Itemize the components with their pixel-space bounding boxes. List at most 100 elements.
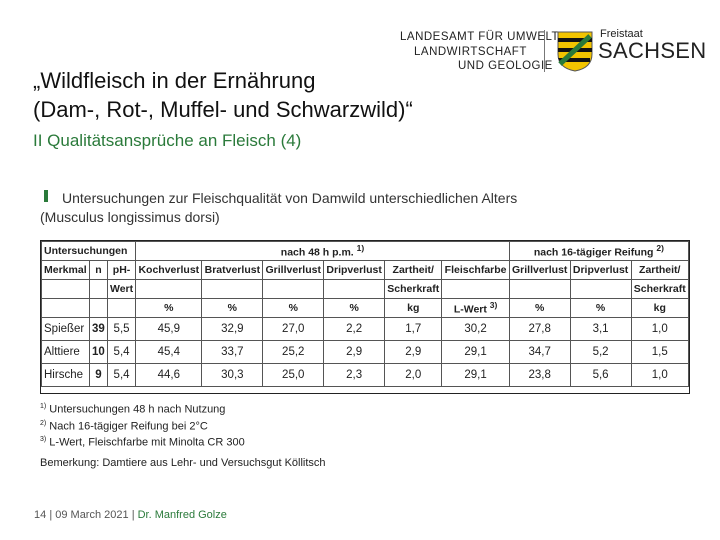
cell: 5,6	[569, 363, 632, 387]
lfulg-logo-text: LANDESAMT FÜR UMWELT, LANDWIRTSCHAFT UND…	[400, 30, 562, 74]
cell: 33,7	[201, 340, 264, 364]
col-header: Kochverlust	[135, 260, 203, 280]
footnote-3-mark: 3)	[40, 436, 47, 444]
footnote-1: 1) Untersuchungen 48 h nach Nutzung	[40, 400, 245, 417]
cell: 2,9	[323, 340, 386, 364]
logo-line-1: LANDESAMT FÜR UMWELT,	[400, 31, 562, 43]
title-line-2: (Dam-, Rot-, Muffel- und Schwarzwild)“	[33, 97, 413, 122]
table-group-header-row: Untersuchungen nach 48 h p.m. 1) nach 16…	[40, 241, 690, 261]
row-label: Hirsche	[41, 363, 90, 387]
group-header-48h: nach 48 h p.m. 1)	[135, 241, 510, 261]
col-header-2: Wert	[106, 279, 137, 299]
cell: 30,2	[441, 317, 510, 341]
col-header: pH-	[106, 260, 137, 280]
col-header: Dripverlust	[569, 260, 632, 280]
cell: 1,0	[630, 363, 690, 387]
footnote-3-text: L-Wert, Fleischfarbe mit Minolta CR 300	[49, 436, 245, 449]
col-header: Merkmal	[41, 260, 90, 280]
cell: 27,0	[262, 317, 325, 341]
cell: 1,7	[384, 317, 443, 341]
cell: 29,1	[441, 363, 510, 387]
table-header-row-2: Wert Scherkraft Scherkraft	[41, 279, 690, 299]
group-header-untersuchungen: Untersuchungen	[40, 241, 137, 261]
col-header-2: Scherkraft	[384, 279, 443, 299]
row-label: Spießer	[41, 317, 90, 341]
cell: 30,3	[201, 363, 264, 387]
col-header: Zartheit/	[384, 260, 443, 280]
cell: 5,4	[106, 363, 137, 387]
table-units-row: % % % % kg L-Wert 3) % % kg	[41, 298, 690, 318]
quality-table: Untersuchungen nach 48 h p.m. 1) nach 16…	[40, 240, 690, 394]
lwert-sup: 3)	[489, 300, 498, 311]
cell: 27,8	[508, 317, 571, 341]
group-header-16d: nach 16-tägiger Reifung 2)	[508, 241, 690, 261]
cell: 32,9	[201, 317, 264, 341]
remark: Bemerkung: Damtiere aus Lehr- und Versuc…	[40, 457, 326, 469]
cell: 5,2	[569, 340, 632, 364]
row-n: 9	[88, 363, 108, 387]
saxony-crest-icon	[557, 31, 593, 72]
table-header-row-1: Merkmal n pH- Kochverlust Bratverlust Gr…	[41, 260, 690, 280]
sachsen-label: SACHSEN	[598, 38, 707, 63]
cell: 2,0	[384, 363, 443, 387]
footnote-2-mark: 2)	[40, 419, 47, 427]
cell: 1,5	[630, 340, 690, 364]
cell: 2,9	[384, 340, 443, 364]
row-n: 39	[88, 317, 108, 341]
row-n: 10	[88, 340, 108, 364]
cell: 5,4	[106, 340, 137, 364]
slide-title: „Wildfleisch in der Ernährung (Dam-, Rot…	[33, 66, 413, 124]
footnote-2: 2) Nach 16-tägiger Reifung bei 2°C	[40, 417, 245, 434]
cell: 3,1	[569, 317, 632, 341]
title-line-1: „Wildfleisch in der Ernährung	[33, 68, 316, 93]
group-header-16d-sup: 2)	[656, 243, 664, 254]
unit-cell: kg	[630, 298, 690, 318]
bullet-marker	[44, 190, 48, 202]
cell: 45,4	[135, 340, 203, 364]
unit-cell: %	[201, 298, 264, 318]
footer-separator: |	[49, 509, 53, 521]
footnotes: 1) Untersuchungen 48 h nach Nutzung 2) N…	[40, 400, 245, 450]
table-row: Spießer 39 5,5 45,9 32,9 27,0 2,2 1,7 30…	[41, 317, 690, 341]
unit-cell: kg	[384, 298, 443, 318]
footer-author: Dr. Manfred Golze	[137, 509, 227, 521]
cell: 5,5	[106, 317, 137, 341]
cell: 25,2	[262, 340, 325, 364]
cell: 1,0	[630, 317, 690, 341]
col-header: Zartheit/	[630, 260, 690, 280]
logo-line-2: LANDWIRTSCHAFT	[414, 45, 527, 58]
col-header: Bratverlust	[201, 260, 264, 280]
group-header-48h-sup: 1)	[356, 243, 365, 254]
unit-cell: %	[323, 298, 386, 318]
footer-date: 09 March 2021	[55, 509, 129, 521]
footnote-2-text: Nach 16-tägiger Reifung bei 2°C	[49, 420, 208, 433]
intro-line-2: (Musculus longissimus dorsi)	[40, 208, 220, 225]
unit-cell: %	[262, 298, 325, 318]
row-label: Alttiere	[41, 340, 90, 364]
group-header-16d-label: nach 16-tägiger Reifung	[533, 246, 654, 259]
table-row: Alttiere 10 5,4 45,4 33,7 25,2 2,9 2,9 2…	[41, 340, 690, 364]
cell: 44,6	[135, 363, 203, 387]
cell: 45,9	[135, 317, 203, 341]
footnote-3: 3) L-Wert, Fleischfarbe mit Minolta CR 3…	[40, 433, 245, 450]
col-header-2: Scherkraft	[630, 279, 690, 299]
col-header: Grillverlust	[262, 260, 325, 280]
slide-subtitle: II Qualitätsansprüche an Fleisch (4)	[33, 131, 302, 150]
cell: 2,3	[323, 363, 386, 387]
logo-line-3: UND GEOLOGIE	[458, 60, 553, 72]
col-header: Fleischfarbe	[441, 260, 510, 280]
unit-cell-lwert: L-Wert 3)	[441, 298, 510, 318]
unit-cell: %	[569, 298, 632, 318]
cell: 29,1	[441, 340, 510, 364]
footer-separator: |	[131, 509, 135, 521]
page-footer: 14 | 09 March 2021 | Dr. Manfred Golze	[34, 509, 227, 521]
col-header: n	[88, 260, 108, 280]
cell: 34,7	[508, 340, 571, 364]
intro-text: Untersuchungen zur Fleischqualität von D…	[40, 189, 517, 226]
col-header: Dripverlust	[323, 260, 386, 280]
footnote-1-text: Untersuchungen 48 h nach Nutzung	[49, 403, 226, 416]
intro-line-1: Untersuchungen zur Fleischqualität von D…	[62, 190, 518, 206]
cell: 23,8	[508, 363, 571, 387]
page-number: 14	[34, 509, 47, 521]
unit-cell: %	[508, 298, 571, 318]
